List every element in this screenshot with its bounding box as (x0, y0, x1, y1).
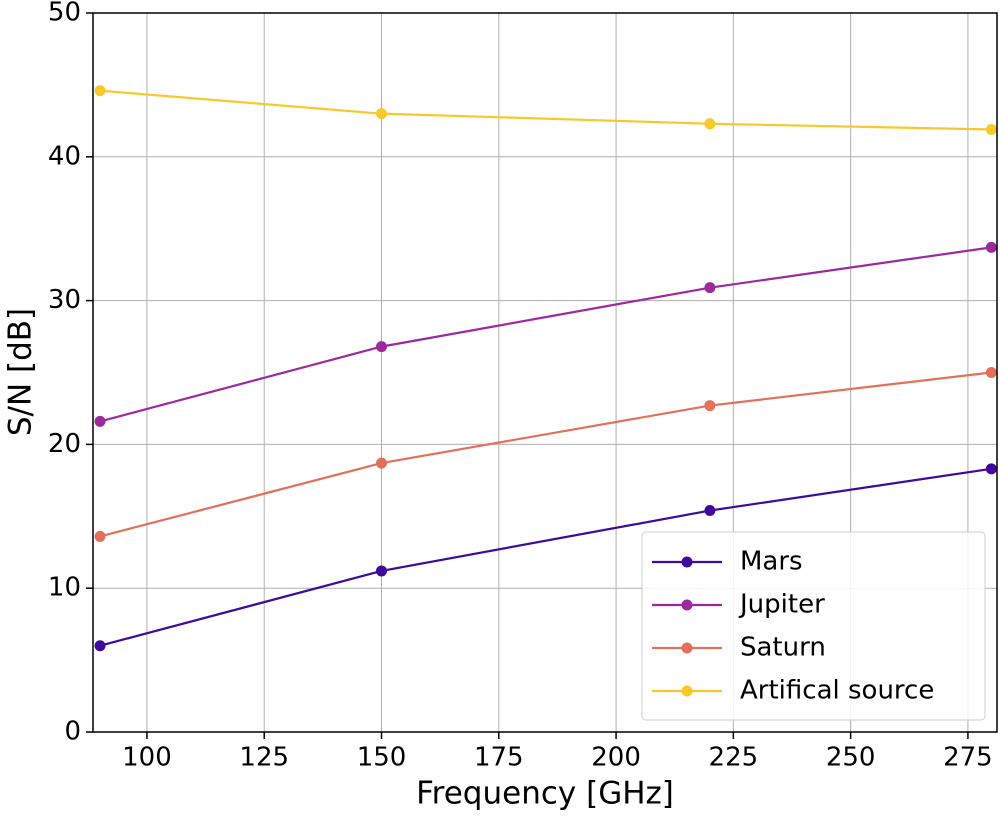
y-tick-label: 40 (48, 141, 81, 171)
series-line (99, 89, 992, 131)
x-tick-label: 150 (357, 743, 407, 773)
legend-label: Mars (740, 547, 803, 577)
x-axis-label: Frequency [GHz] (416, 776, 674, 812)
series-line (99, 467, 992, 647)
series-line (99, 246, 992, 423)
data-point (985, 123, 997, 135)
legend-label: Saturn (740, 633, 826, 663)
data-point (94, 85, 106, 97)
data-point (94, 640, 106, 652)
x-tick-label: 250 (826, 743, 876, 773)
data-point (704, 400, 716, 412)
data-point (985, 241, 997, 253)
legend-box (641, 531, 986, 721)
data-point (376, 565, 388, 577)
data-point (376, 108, 388, 120)
data-point (704, 282, 716, 294)
data-point (704, 505, 716, 517)
y-tick-label: 50 (48, 0, 81, 28)
series-line (99, 371, 992, 538)
x-tick-label: 125 (239, 743, 289, 773)
legend-marker (681, 556, 693, 568)
legend-marker (681, 599, 693, 611)
data-point (704, 118, 716, 130)
x-tick-label: 275 (943, 743, 993, 773)
data-point (94, 415, 106, 427)
x-tick-label: 175 (474, 743, 524, 773)
x-tick-label: 225 (709, 743, 759, 773)
legend-label: Artifical source (740, 676, 934, 706)
x-tick-label: 200 (591, 743, 641, 773)
data-point (376, 457, 388, 469)
y-tick-label: 10 (48, 573, 81, 603)
y-tick-label: 30 (48, 285, 81, 315)
legend-label: Jupiter (738, 590, 825, 620)
x-tick-label: 100 (122, 743, 172, 773)
plot-frame (92, 12, 998, 733)
y-tick-label: 20 (48, 429, 81, 459)
legend-marker (681, 642, 693, 654)
data-point (985, 367, 997, 378)
y-axis-label: S/N [dB] (3, 308, 39, 436)
y-tick-label: 0 (64, 717, 81, 747)
data-point (376, 341, 388, 353)
data-point (94, 530, 106, 542)
legend-marker (681, 685, 693, 697)
data-point (985, 463, 997, 475)
